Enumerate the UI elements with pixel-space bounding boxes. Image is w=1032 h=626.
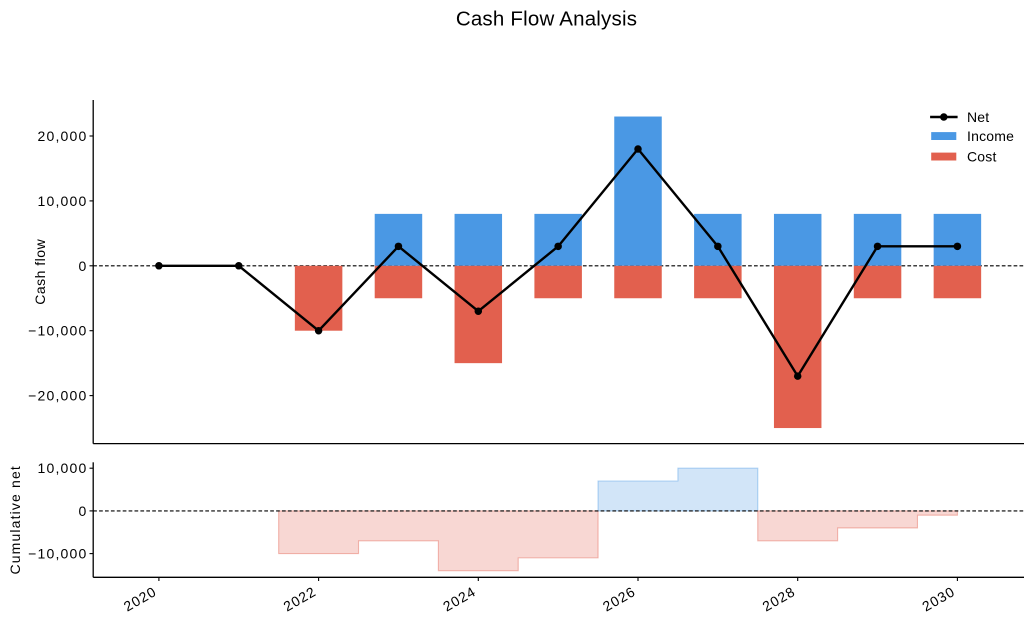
svg-text:−10,000: −10,000 <box>28 323 87 339</box>
svg-text:0: 0 <box>79 503 88 519</box>
svg-text:20,000: 20,000 <box>37 128 87 144</box>
svg-text:−10,000: −10,000 <box>28 546 87 562</box>
svg-text:Cash flow: Cash flow <box>32 238 48 304</box>
svg-text:Income: Income <box>967 128 1014 144</box>
svg-text:10,000: 10,000 <box>37 460 87 476</box>
svg-text:−20,000: −20,000 <box>28 388 87 404</box>
svg-text:10,000: 10,000 <box>37 193 87 209</box>
svg-text:Cash Flow Analysis: Cash Flow Analysis <box>456 8 637 31</box>
svg-text:Net: Net <box>967 109 989 125</box>
svg-text:Cumulative net: Cumulative net <box>7 465 23 574</box>
svg-text:Cost: Cost <box>967 148 997 164</box>
svg-text:0: 0 <box>79 258 88 274</box>
